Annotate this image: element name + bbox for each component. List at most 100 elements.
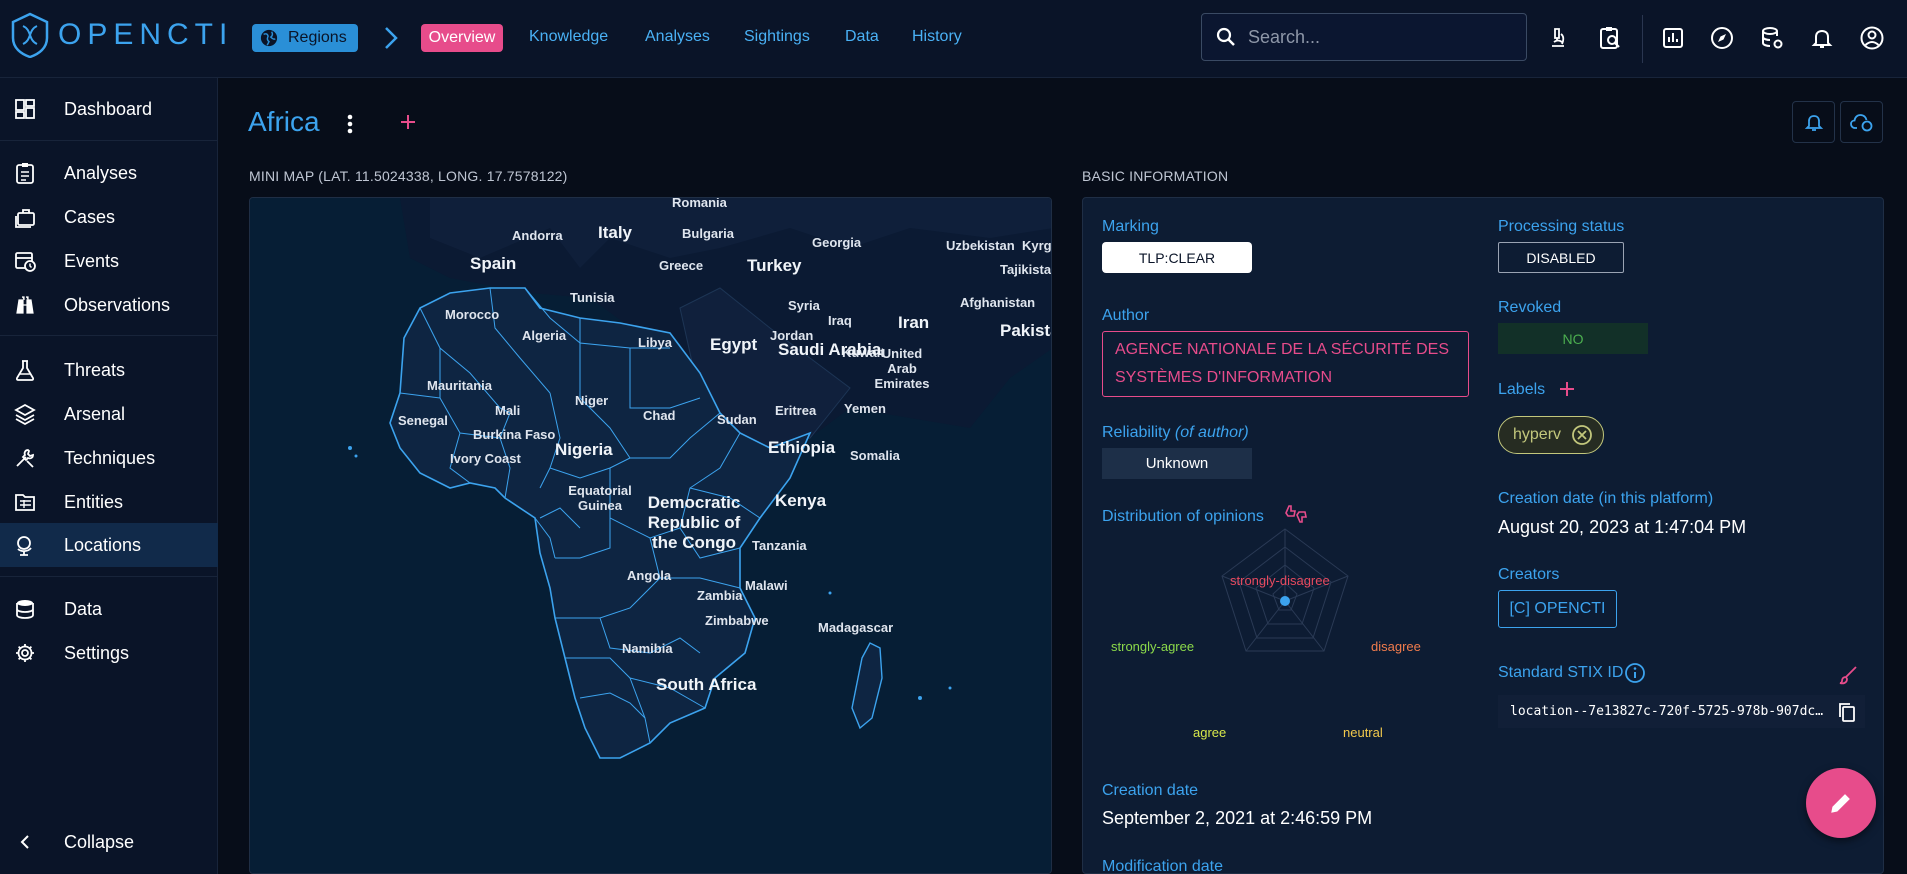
map-label: Syria — [788, 298, 820, 313]
map-label: Zambia — [697, 588, 743, 603]
creation-date-value: September 2, 2021 at 2:46:59 PM — [1102, 808, 1373, 828]
map-label: Spain — [470, 254, 517, 273]
map-label: Nigeria — [555, 440, 613, 459]
clipboard-search-icon[interactable] — [1596, 24, 1624, 52]
breadcrumb-regions-label: Regions — [288, 29, 347, 46]
info-icon[interactable] — [1624, 662, 1646, 684]
sidebar-item-label: Arsenal — [64, 403, 126, 424]
sidebar-divider — [0, 335, 218, 336]
thumbs-up-down-icon[interactable] — [1283, 502, 1311, 526]
search-box[interactable] — [1201, 13, 1527, 61]
reliability-chip: Unknown — [1102, 448, 1252, 479]
tab-data[interactable]: Data — [845, 28, 879, 45]
sidebar-item-label: Analyses — [64, 162, 138, 183]
tab-overview-label: Overview — [428, 29, 496, 46]
map-label: Tanzania — [752, 538, 807, 553]
copy-icon[interactable] — [1837, 701, 1857, 723]
sidebar-item-cases[interactable]: Cases — [0, 195, 218, 239]
more-vertical-icon[interactable] — [342, 112, 358, 136]
sidebar-divider — [0, 140, 218, 141]
map-label: Morocco — [445, 307, 500, 322]
edit-fab-button[interactable] — [1806, 768, 1876, 838]
sidebar-item-label: Dashboard — [64, 98, 153, 119]
map-label: Egypt — [710, 335, 758, 354]
collapse-label: Collapse — [64, 831, 135, 852]
chart-box-icon[interactable] — [1659, 24, 1687, 52]
tab-history[interactable]: History — [912, 28, 962, 45]
globe-icon — [260, 29, 278, 47]
clipboard-icon — [16, 163, 34, 184]
map-label: Tajikistan — [1000, 262, 1052, 277]
sidebar-item-arsenal[interactable]: Arsenal — [0, 392, 218, 436]
logo[interactable]: OPENCTI — [10, 10, 233, 60]
tab-overview[interactable]: Overview — [421, 24, 503, 52]
tab-sightings[interactable]: Sightings — [744, 28, 810, 45]
sidebar-collapse-button[interactable]: Collapse — [0, 820, 218, 864]
flask-icon — [15, 360, 35, 381]
radar-axis-label: strongly-disagree — [1230, 573, 1330, 588]
map-label: Yemen — [844, 401, 886, 416]
cloud-sync-button[interactable] — [1840, 101, 1883, 143]
map-label: Sudan — [717, 412, 757, 427]
stix-id-label: Standard STIX ID — [1498, 664, 1624, 681]
opinions-radar-chart — [1221, 528, 1349, 652]
subscribe-button[interactable] — [1792, 101, 1835, 143]
sidebar-item-entities[interactable]: Entities — [0, 480, 218, 524]
compass-icon[interactable] — [1708, 24, 1736, 52]
sidebar-item-label: Techniques — [64, 447, 156, 468]
breadcrumb-regions[interactable]: Regions — [252, 24, 358, 52]
sidebar-item-techniques[interactable]: Techniques — [0, 436, 218, 480]
map-label: Madagascar — [818, 620, 894, 635]
sidebar-item-label: Observations — [64, 294, 171, 315]
creator-chip[interactable]: [C] OPENCTI — [1498, 590, 1617, 628]
map-label: Algeria — [522, 328, 567, 343]
account-circle-icon[interactable] — [1858, 24, 1886, 52]
search-input[interactable] — [1248, 26, 1508, 48]
label-chip: hyperv — [1498, 416, 1604, 454]
map-label: Greece — [659, 258, 704, 273]
remove-label-icon[interactable] — [1571, 424, 1593, 446]
database-settings-icon[interactable] — [1758, 24, 1786, 52]
add-label-icon[interactable] — [1558, 380, 1576, 398]
revoked-label: Revoked — [1498, 299, 1562, 316]
map-label: Libya — [638, 335, 672, 350]
map-label: Pakista — [1000, 321, 1051, 340]
mini-map[interactable]: Romania Andorra Italy Bulgaria Georgia U… — [249, 197, 1052, 874]
basic-info-title: BASIC INFORMATION — [1082, 168, 1229, 184]
sidebar-item-data[interactable]: Data — [0, 587, 218, 631]
brush-icon[interactable] — [1837, 664, 1859, 686]
stix-id-field: location--7e13827c-720f-5725-978b-907dc… — [1498, 695, 1865, 728]
map-label: Eritrea — [775, 403, 817, 418]
creation-platform-value: August 20, 2023 at 1:47:04 PM — [1498, 517, 1747, 537]
search-icon — [1216, 27, 1235, 46]
map-label: Democratic Republic of the Congo — [647, 493, 741, 552]
tab-knowledge[interactable]: Knowledge — [529, 28, 609, 45]
add-icon[interactable] — [398, 112, 418, 132]
processing-status-label: Processing status — [1498, 218, 1625, 235]
cloud-sync-icon — [1849, 114, 1872, 132]
author-link[interactable]: AGENCE NATIONALE DE LA SÉCURITÉ DES SYST… — [1102, 331, 1469, 397]
sidebar-item-label: Locations — [64, 534, 142, 555]
distribution-label: Distribution of opinions — [1102, 508, 1264, 525]
sidebar-item-settings[interactable]: Settings — [0, 631, 218, 675]
folder-table-icon — [15, 494, 35, 511]
map-label: Romania — [672, 197, 727, 210]
map-label: Italy — [598, 223, 633, 242]
sidebar-item-threats[interactable]: Threats — [0, 348, 218, 392]
radar-axis-label: disagree — [1371, 639, 1421, 654]
sidebar-item-observations[interactable]: Observations — [0, 283, 218, 327]
chevron-left-icon — [20, 835, 29, 849]
sidebar-item-analyses[interactable]: Analyses — [0, 151, 218, 195]
top-bar: OPENCTI Regions Overview Knowledge Analy… — [0, 0, 1907, 78]
sidebar-item-events[interactable]: Events — [0, 239, 218, 283]
microscope-icon[interactable] — [1544, 24, 1572, 52]
mini-map-title: MINI MAP (LAT. 11.5024338, LONG. 17.7578… — [249, 168, 568, 184]
toolbar-divider — [1642, 15, 1643, 63]
sidebar-item-dashboard[interactable]: Dashboard — [0, 87, 218, 131]
sidebar-item-label: Cases — [64, 206, 116, 227]
layers-icon — [14, 403, 36, 425]
bell-icon[interactable] — [1808, 24, 1836, 52]
tab-analyses[interactable]: Analyses — [645, 28, 710, 45]
sidebar-item-locations[interactable]: Locations — [0, 523, 218, 567]
